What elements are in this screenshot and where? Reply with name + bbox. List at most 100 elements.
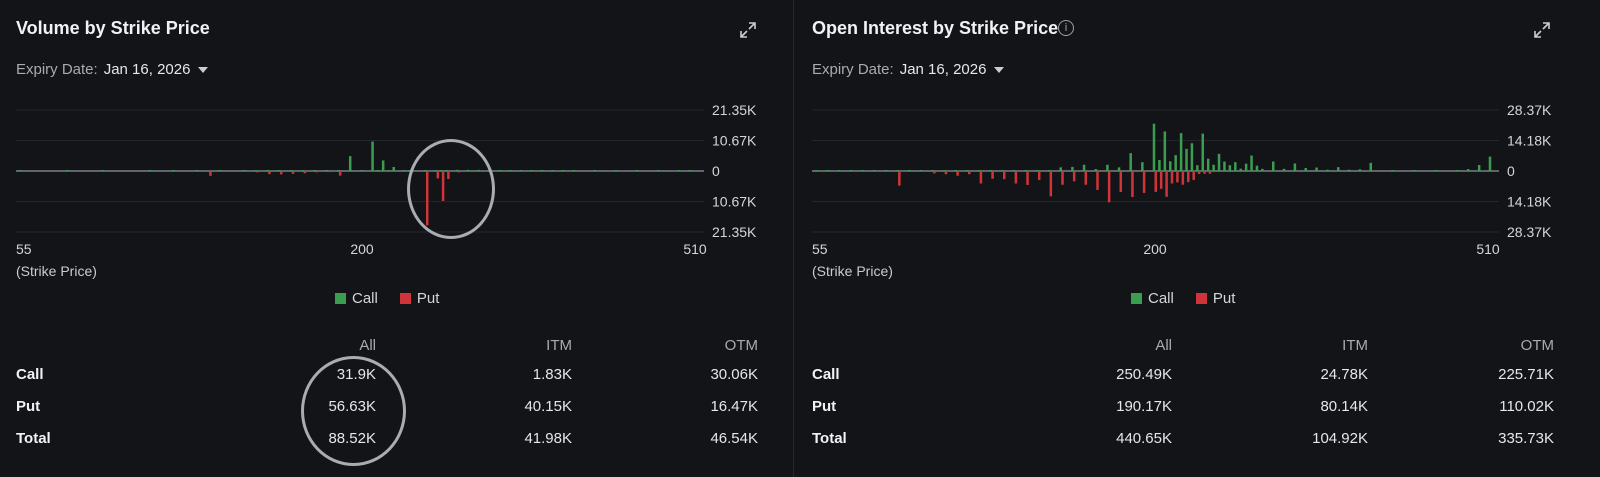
put-bar[interactable] [956, 171, 959, 176]
call-bar[interactable] [688, 170, 692, 171]
call-bar[interactable] [219, 170, 222, 171]
put-bar[interactable] [1014, 171, 1018, 184]
call-bar[interactable] [849, 170, 853, 171]
put-bar[interactable] [991, 171, 994, 179]
call-bar[interactable] [942, 170, 946, 171]
put-bar[interactable] [394, 171, 397, 172]
put-bar[interactable] [362, 171, 366, 172]
put-bar[interactable] [244, 171, 248, 172]
call-bar[interactable] [403, 170, 406, 171]
call-bar[interactable] [519, 170, 522, 171]
call-bar[interactable] [313, 170, 317, 171]
call-bar[interactable] [101, 170, 104, 171]
call-bar[interactable] [1456, 170, 1459, 171]
call-bar[interactable] [325, 170, 328, 171]
call-bar[interactable] [635, 170, 639, 171]
call-bar[interactable] [301, 170, 305, 171]
call-bar[interactable] [1206, 158, 1210, 171]
call-bar[interactable] [551, 170, 554, 171]
put-bar[interactable] [268, 171, 271, 175]
put-bar[interactable] [1072, 171, 1076, 182]
call-bar[interactable] [1012, 170, 1016, 171]
call-bar[interactable] [1261, 168, 1264, 171]
call-bar[interactable] [1141, 162, 1144, 171]
put-bar[interactable] [828, 171, 831, 172]
put-bar[interactable] [1002, 171, 1006, 180]
call-bar[interactable] [1488, 156, 1492, 171]
call-bar[interactable] [966, 170, 969, 171]
put-bar[interactable] [1026, 171, 1029, 185]
call-bar[interactable] [861, 170, 864, 171]
call-bar[interactable] [540, 170, 544, 171]
call-bar[interactable] [931, 170, 934, 171]
put-bar[interactable] [1181, 171, 1185, 185]
put-bar[interactable] [378, 171, 381, 172]
call-bar[interactable] [1477, 164, 1481, 171]
call-bar[interactable] [1369, 162, 1373, 171]
call-bar[interactable] [195, 170, 199, 171]
call-bar[interactable] [1163, 131, 1167, 171]
put-bar[interactable] [173, 171, 177, 172]
call-bar[interactable] [1358, 169, 1362, 171]
call-bar[interactable] [65, 170, 69, 171]
put-bar[interactable] [303, 171, 307, 174]
call-bar[interactable] [1001, 170, 1004, 171]
call-bar[interactable] [348, 156, 352, 171]
call-bar[interactable] [376, 170, 380, 171]
call-bar[interactable] [1152, 123, 1156, 171]
call-bar[interactable] [907, 170, 911, 171]
call-bar[interactable] [508, 170, 512, 171]
put-bar[interactable] [338, 171, 342, 176]
put-bar[interactable] [1208, 171, 1212, 174]
call-bar[interactable] [1337, 167, 1340, 171]
call-bar[interactable] [1179, 133, 1183, 171]
call-bar[interactable] [1347, 169, 1351, 171]
call-bar[interactable] [1047, 170, 1051, 171]
call-bar[interactable] [1217, 153, 1221, 171]
call-bar[interactable] [360, 170, 364, 171]
call-bar[interactable] [954, 170, 958, 171]
put-bar[interactable] [1170, 171, 1174, 184]
put-bar[interactable] [968, 171, 971, 175]
call-bar[interactable] [1282, 168, 1286, 171]
put-bar[interactable] [1192, 171, 1195, 181]
call-bar[interactable] [1315, 167, 1318, 171]
put-bar[interactable] [1131, 171, 1134, 198]
call-bar[interactable] [1412, 170, 1416, 171]
call-bar[interactable] [266, 170, 269, 171]
put-bar[interactable] [898, 171, 901, 186]
put-bar[interactable] [1084, 171, 1088, 185]
call-bar[interactable] [614, 170, 618, 171]
call-bar[interactable] [593, 170, 597, 171]
legend-call[interactable]: Call [1131, 290, 1174, 307]
call-bar[interactable] [1201, 133, 1205, 171]
call-bar[interactable] [1293, 163, 1297, 171]
call-bar[interactable] [1255, 165, 1259, 171]
put-bar[interactable] [291, 171, 295, 174]
put-bar[interactable] [279, 171, 283, 175]
call-bar[interactable] [1467, 169, 1470, 171]
call-bar[interactable] [1212, 164, 1215, 171]
call-bar[interactable] [989, 170, 993, 171]
put-bar[interactable] [1214, 171, 1217, 173]
call-bar[interactable] [1174, 155, 1177, 171]
expiry-value[interactable]: Jan 16, 2026 [103, 61, 191, 78]
call-bar[interactable] [1228, 165, 1232, 171]
call-bar[interactable] [1234, 162, 1237, 171]
call-bar[interactable] [657, 170, 660, 171]
call-bar[interactable] [172, 170, 175, 171]
put-bar[interactable] [404, 171, 408, 172]
call-bar[interactable] [1059, 167, 1063, 171]
call-bar[interactable] [1158, 160, 1161, 171]
put-bar[interactable] [256, 171, 259, 173]
call-bar[interactable] [572, 170, 575, 171]
call-bar[interactable] [1434, 170, 1438, 171]
expand-icon[interactable] [738, 20, 758, 40]
call-bar[interactable] [1190, 143, 1194, 171]
call-bar[interactable] [242, 170, 246, 171]
put-bar[interactable] [1096, 171, 1099, 190]
put-bar[interactable] [1107, 171, 1111, 203]
call-bar[interactable] [1094, 169, 1097, 171]
legend-call[interactable]: Call [335, 290, 378, 307]
call-bar[interactable] [814, 170, 818, 171]
